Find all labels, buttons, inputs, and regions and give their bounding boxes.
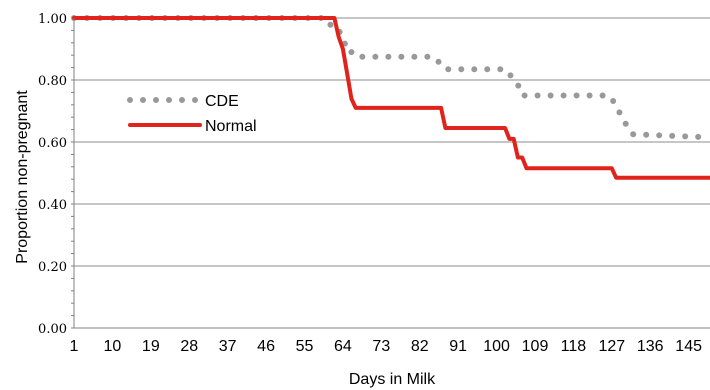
- x-tick-label: 28: [180, 338, 198, 355]
- x-tick-label: 55: [296, 338, 314, 355]
- series-line-normal: [72, 16, 710, 180]
- y-tick-label: 0.00: [38, 322, 67, 337]
- x-tick-label: 10: [104, 338, 122, 355]
- legend-label-normal: Normal: [205, 118, 257, 135]
- series-line-cde: [71, 15, 710, 141]
- x-tick-labels: 1 10 19 28 37 46 55 64 73 82 91 100 109 118 127 136 145: [70, 338, 703, 355]
- series-layer: [71, 15, 710, 180]
- x-tick-label: 118: [561, 338, 587, 355]
- y-tick-label: 0.80: [38, 74, 67, 89]
- x-tick-label: 64: [334, 338, 352, 355]
- x-axis-title: Days in Milk: [349, 371, 436, 388]
- x-tick-label: 109: [522, 338, 549, 355]
- y-tick-labels: 0.00 0.20 0.40 0.60 0.80 1.00: [38, 12, 67, 337]
- x-tick-label: 82: [411, 338, 429, 355]
- legend: CDE Normal: [127, 93, 257, 135]
- y-tick-label: 0.20: [38, 260, 67, 275]
- y-axis-title: Proportion non-pregnant: [14, 90, 31, 264]
- y-tick-label: 0.40: [38, 198, 67, 213]
- x-tick-label: 91: [449, 338, 467, 355]
- x-tick-label: 127: [598, 338, 625, 355]
- x-tick-label: 73: [372, 338, 390, 355]
- x-tick-label: 145: [675, 338, 702, 355]
- x-tick-label: 1: [70, 338, 79, 355]
- x-tick-label: 37: [219, 338, 237, 355]
- x-tick-label: 46: [257, 338, 275, 355]
- legend-label-cde: CDE: [205, 93, 239, 110]
- y-tick-label: 1.00: [38, 12, 67, 27]
- x-tick-label: 19: [142, 338, 160, 355]
- y-tick-label: 0.60: [38, 136, 67, 151]
- gridlines: [74, 17, 710, 267]
- x-tick-label: 100: [483, 338, 510, 355]
- x-tick-label: 136: [637, 338, 664, 355]
